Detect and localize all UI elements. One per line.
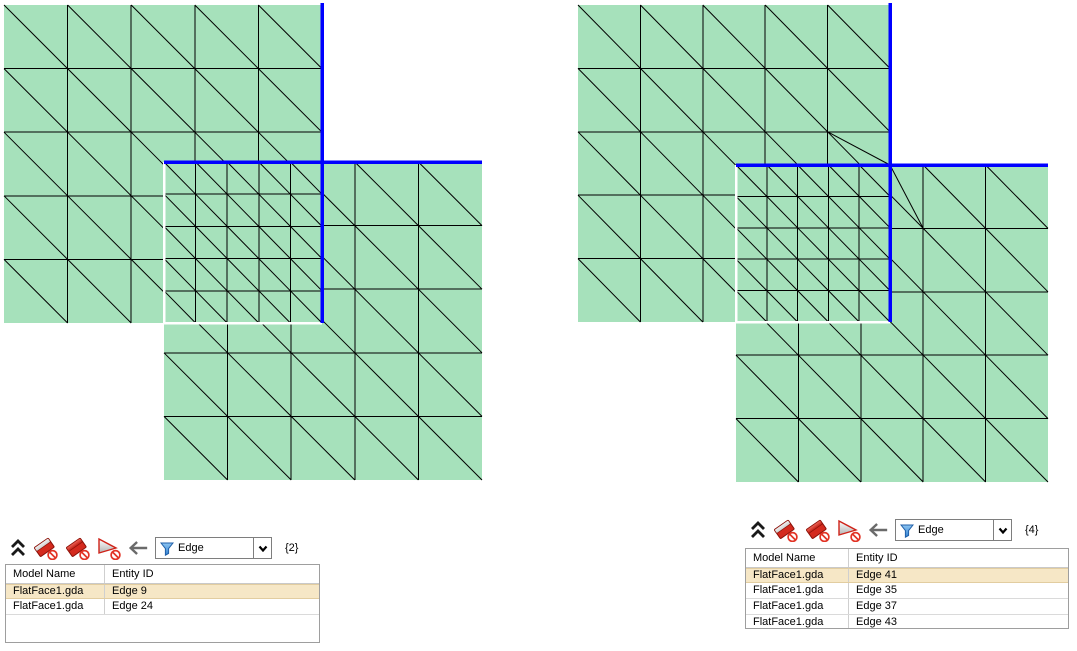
clear-flag-button[interactable] — [836, 518, 861, 542]
dropdown-arrow-button[interactable] — [993, 520, 1011, 540]
left-model-view-mesh — [3, 3, 483, 481]
table-row[interactable]: FlatFace1.gda Edge 9 — [6, 584, 319, 599]
arrow-left-icon — [129, 540, 149, 556]
left-selection-panel: Edge {2} Model Name Entity ID FlatFace1.… — [5, 534, 321, 643]
cell-entity-id: Edge 9 — [104, 585, 319, 598]
table-row[interactable]: FlatFace1.gda Edge 41 — [746, 568, 1068, 583]
erase-selected-button[interactable] — [64, 536, 90, 560]
erase-selected-button[interactable] — [804, 518, 830, 542]
table-row[interactable]: FlatFace1.gda Edge 37 — [746, 599, 1068, 615]
column-header-model-name[interactable]: Model Name — [753, 552, 816, 564]
eraser-light-icon — [32, 536, 58, 560]
right-selection-panel: Edge {4} Model Name Entity ID FlatFace1.… — [745, 516, 1070, 629]
collapse-chevrons-icon — [750, 521, 766, 539]
back-arrow-button[interactable] — [867, 521, 889, 539]
cell-model-name: FlatFace1.gda — [753, 616, 824, 628]
cell-model-name: FlatFace1.gda — [753, 569, 824, 581]
flag-no-icon — [96, 536, 121, 560]
entity-table: Model Name Entity ID FlatFace1.gda Edge 9… — [5, 564, 320, 643]
cell-entity-id: Edge 43 — [848, 615, 1068, 628]
table-body: FlatFace1.gda Edge 41 FlatFace1.gda Edge 35… — [746, 568, 1068, 628]
column-header-model-name[interactable]: Model Name — [13, 568, 76, 580]
left-toolbar: Edge {2} — [5, 534, 321, 562]
cell-model-name: FlatFace1.gda — [13, 585, 84, 597]
cell-entity-id: Edge 24 — [104, 599, 319, 614]
chevron-down-icon — [997, 526, 1008, 534]
column-header-entity-id[interactable]: Entity ID — [848, 549, 1068, 567]
table-row[interactable]: FlatFace1.gda Edge 24 — [6, 599, 319, 615]
filter-value: Edge — [178, 542, 204, 554]
cell-entity-id: Edge 41 — [848, 569, 1068, 582]
table-header-row: Model Name Entity ID — [6, 565, 319, 584]
arrow-left-icon — [869, 522, 889, 538]
entity-filter-dropdown[interactable]: Edge — [895, 519, 1012, 541]
entity-table: Model Name Entity ID FlatFace1.gda Edge 4… — [745, 548, 1069, 629]
erase-all-button[interactable] — [772, 518, 798, 542]
filter-value: Edge — [918, 524, 944, 536]
filter-funnel-icon — [900, 524, 914, 538]
collapse-chevrons-icon — [10, 539, 26, 557]
clear-flag-button[interactable] — [96, 536, 121, 560]
right-toolbar: Edge {4} — [745, 516, 1070, 544]
chevron-down-icon — [257, 544, 268, 552]
collapse-button[interactable] — [10, 538, 26, 558]
erase-all-button[interactable] — [32, 536, 58, 560]
table-row[interactable]: FlatFace1.gda Edge 43 — [746, 615, 1068, 628]
eraser-light-icon — [772, 518, 798, 542]
back-arrow-button[interactable] — [127, 539, 149, 557]
eraser-red-icon — [64, 536, 90, 560]
selection-count: {2} — [285, 542, 299, 554]
flag-no-icon — [836, 518, 861, 542]
entity-filter-dropdown[interactable]: Edge — [155, 537, 272, 559]
dropdown-arrow-button[interactable] — [253, 538, 271, 558]
eraser-red-icon — [804, 518, 830, 542]
cell-model-name: FlatFace1.gda — [13, 600, 84, 612]
cell-model-name: FlatFace1.gda — [753, 600, 824, 612]
cell-model-name: FlatFace1.gda — [753, 584, 824, 596]
mesh-viewport[interactable] — [0, 0, 1077, 510]
table-row[interactable]: FlatFace1.gda Edge 35 — [746, 583, 1068, 599]
selection-count: {4} — [1025, 524, 1039, 536]
table-header-row: Model Name Entity ID — [746, 549, 1068, 568]
column-header-entity-id[interactable]: Entity ID — [104, 565, 319, 583]
filter-funnel-icon — [160, 542, 174, 556]
right-model-view-mesh — [577, 3, 1049, 483]
table-body: FlatFace1.gda Edge 9 FlatFace1.gda Edge 24 — [6, 584, 319, 615]
cell-entity-id: Edge 35 — [848, 583, 1068, 598]
cell-entity-id: Edge 37 — [848, 599, 1068, 614]
collapse-button[interactable] — [750, 520, 766, 540]
